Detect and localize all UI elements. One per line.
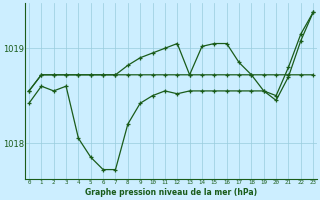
X-axis label: Graphe pression niveau de la mer (hPa): Graphe pression niveau de la mer (hPa) bbox=[85, 188, 257, 197]
